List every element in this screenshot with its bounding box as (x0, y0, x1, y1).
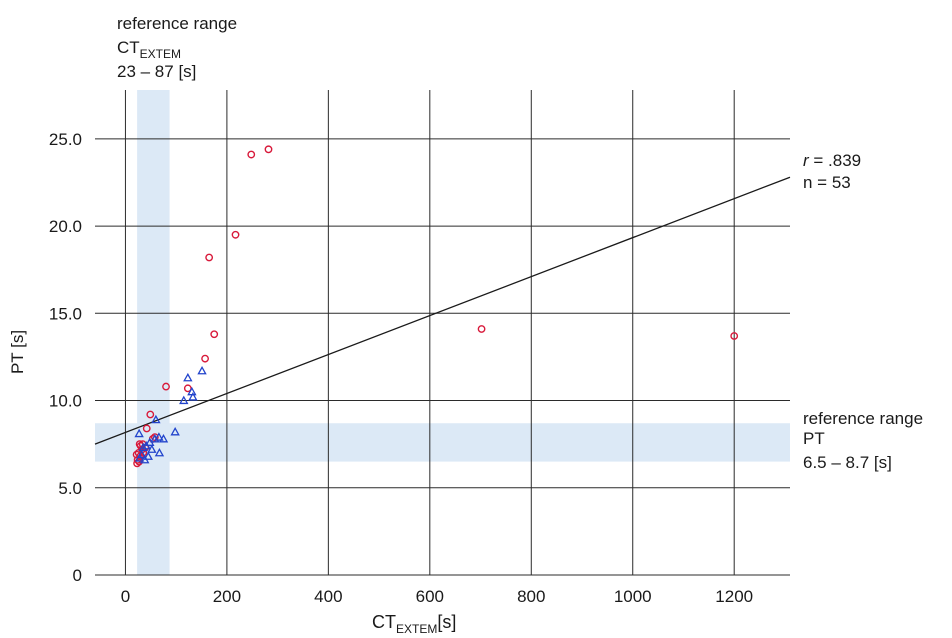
x-tick-label: 1200 (715, 587, 753, 606)
data-point-circle (162, 382, 170, 391)
regression-annotation: r = .839 n = 53 (803, 151, 861, 192)
x-axis-label-sub: EXTEM (396, 622, 437, 636)
data-point-triangle (154, 432, 164, 441)
data-point-circle (133, 455, 142, 464)
y-reference-range-annotation: reference range PT 6.5 – 8.7 [s] (803, 409, 923, 472)
x-reference-range-band (137, 90, 170, 575)
data-point-triangle (179, 395, 189, 405)
data-point-circle (247, 150, 256, 159)
data-point-triangle (147, 444, 157, 453)
x-axis-label: CTEXTEM[s] (372, 612, 456, 636)
y-tick-label: 15.0 (49, 304, 82, 323)
data-point-triangle (158, 433, 169, 443)
x-tick-label: 200 (213, 587, 241, 606)
regression-line (94, 176, 791, 445)
x-reference-range-annotation: reference range CTEXTEM 23 – 87 [s] (117, 14, 237, 81)
x-tick-label: 600 (416, 587, 444, 606)
x-tick-label: 400 (314, 587, 342, 606)
data-point-triangle (170, 427, 180, 436)
data-point-triangle (154, 447, 165, 457)
y-ref-line1: reference range (803, 409, 923, 428)
data-point-circle (205, 253, 214, 262)
y-tick-label: 25.0 (49, 130, 82, 149)
y-tick-label: 0 (73, 566, 82, 585)
x-axis-label-unit: [s] (437, 612, 456, 632)
data-point-circle (201, 354, 209, 363)
data-point-triangle (151, 414, 161, 424)
data-point-triangle (188, 392, 198, 401)
x-ref-line2: CTEXTEM (117, 38, 181, 61)
data-point-circle (231, 230, 240, 239)
data-points (132, 145, 739, 468)
x-ref-label-sub: EXTEM (140, 47, 181, 61)
data-point-circle (142, 424, 151, 433)
data-point-circle (210, 330, 219, 339)
y-tick-label: 20.0 (49, 217, 82, 236)
data-point-circle (146, 410, 155, 419)
x-ref-label-main: CT (117, 38, 140, 57)
x-tick-label: 0 (121, 587, 130, 606)
data-point-triangle (140, 454, 150, 464)
data-point-circle (730, 332, 739, 340)
y-reference-range-band (95, 423, 790, 462)
x-tick-label: 1000 (614, 587, 652, 606)
y-axis-label: PT [s] (8, 330, 27, 374)
x-axis-ticks: 0 200 400 600 800 1000 1200 (121, 587, 753, 606)
data-point-triangle (138, 442, 148, 452)
data-point-circle (183, 384, 192, 393)
regression-n-value: n = 53 (803, 173, 851, 192)
data-point-triangle (145, 437, 155, 446)
y-tick-label: 5.0 (58, 479, 82, 498)
regression-r-value: r = .839 (803, 151, 861, 170)
data-point-triangle (143, 451, 153, 460)
y-ref-line2: PT (803, 429, 825, 448)
y-ref-line3: 6.5 – 8.7 [s] (803, 453, 892, 472)
regression-r-symbol: r (803, 151, 810, 170)
y-axis-ticks: 0 5.0 10.0 15.0 20.0 25.0 (49, 130, 82, 585)
data-point-triangle (187, 386, 197, 396)
data-point-circle (477, 325, 486, 333)
regression-r-number: = .839 (809, 151, 861, 170)
data-point-triangle (134, 428, 144, 438)
x-ref-line1: reference range (117, 14, 237, 33)
x-tick-label: 800 (517, 587, 545, 606)
data-point-triangle (197, 365, 207, 375)
data-point-triangle (183, 372, 193, 382)
data-point-triangle (134, 453, 145, 462)
y-tick-label: 10.0 (49, 392, 82, 411)
x-ref-line3: 23 – 87 [s] (117, 62, 196, 81)
x-axis-label-main: CT (372, 612, 396, 632)
grid-lines (95, 90, 790, 576)
data-point-circle (264, 145, 273, 154)
